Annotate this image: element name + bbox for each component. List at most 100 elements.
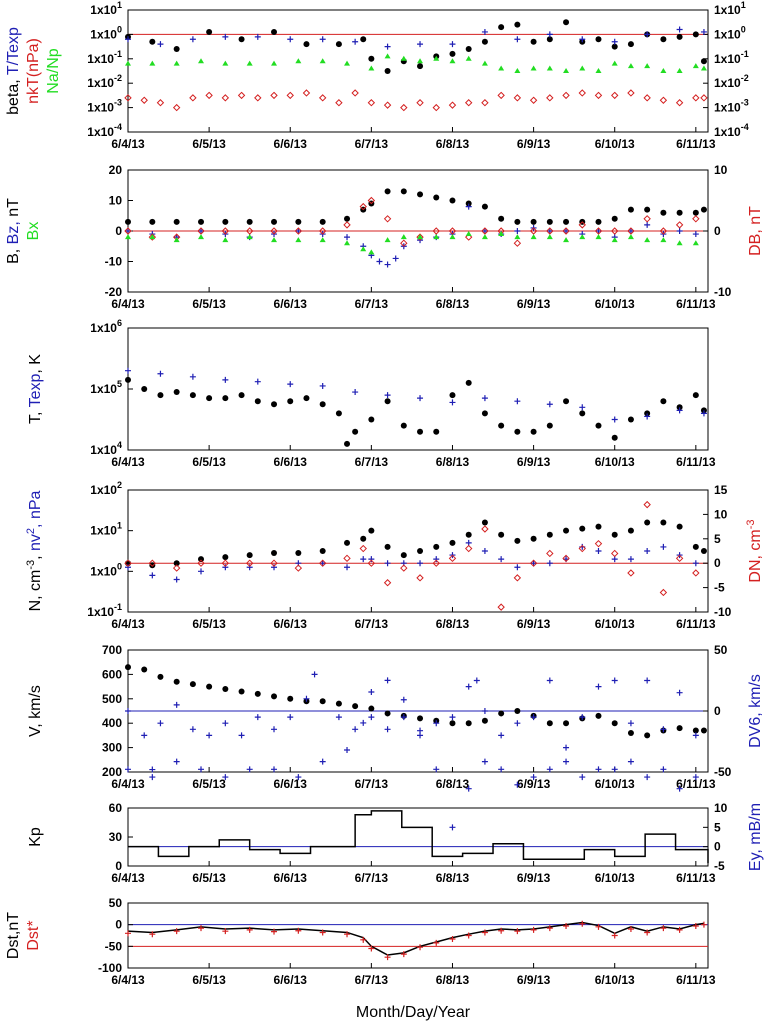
data-point <box>238 688 245 695</box>
data-point <box>627 89 635 97</box>
data-point <box>157 673 164 680</box>
data-point <box>400 552 407 559</box>
data-point <box>368 556 375 563</box>
data-point <box>514 21 521 28</box>
data-point <box>245 227 254 235</box>
data-point <box>222 218 229 225</box>
left-axis-title-part: B, <box>5 244 22 264</box>
x-date-label: 6/8/13 <box>436 137 470 151</box>
x-date-label: 6/4/13 <box>111 777 145 791</box>
data-point <box>675 99 684 107</box>
data-point <box>465 46 472 53</box>
data-point <box>344 440 351 447</box>
data-point <box>546 227 554 235</box>
data-point <box>473 677 480 684</box>
data-point <box>498 422 505 429</box>
right-tick-label: -5 <box>714 859 725 873</box>
right-tick-label: 10 <box>714 801 728 815</box>
x-date-label: 6/7/13 <box>355 137 389 151</box>
data-point <box>465 683 472 690</box>
left-tick-label-exp: 4 <box>117 440 122 450</box>
data-point <box>416 99 424 107</box>
data-point <box>529 96 538 104</box>
data-point <box>173 237 180 243</box>
left-tick-label: 1x10-2 <box>87 73 122 90</box>
x-date-label: 6/4/13 <box>111 871 145 885</box>
data-point <box>417 395 424 402</box>
data-point <box>221 559 230 567</box>
data-point <box>173 928 180 935</box>
data-point <box>287 714 294 721</box>
right-axis-title-part: DB, nT <box>747 206 764 256</box>
data-point <box>700 548 707 554</box>
right-tick-label: 1x10-3 <box>714 98 749 115</box>
data-point <box>254 714 261 721</box>
data-point <box>149 572 156 579</box>
data-point <box>644 413 651 420</box>
data-point <box>141 386 148 392</box>
data-point <box>563 228 570 234</box>
data-point <box>692 727 699 734</box>
data-point <box>303 41 310 48</box>
data-point <box>660 519 667 526</box>
data-point <box>149 562 156 569</box>
data-point <box>660 36 667 43</box>
x-date-label: 6/10/13 <box>595 297 635 311</box>
series <box>127 921 705 956</box>
data-point <box>530 38 537 45</box>
data-point <box>579 774 586 781</box>
data-point <box>149 38 156 45</box>
data-point <box>611 531 618 538</box>
data-point <box>303 395 310 402</box>
data-point <box>692 231 699 238</box>
data-point <box>449 50 456 57</box>
right-tick-label: 10 <box>714 507 728 521</box>
data-point <box>206 683 213 690</box>
data-point <box>700 65 707 71</box>
data-point <box>595 422 602 429</box>
data-point <box>644 732 651 739</box>
data-point <box>562 227 570 235</box>
x-date-label: 6/4/13 <box>111 455 145 469</box>
data-point <box>344 60 351 66</box>
data-point <box>643 500 651 509</box>
data-point <box>659 588 668 597</box>
data-point <box>611 766 618 773</box>
series <box>125 376 707 447</box>
data-point <box>514 228 521 234</box>
data-point <box>481 758 488 765</box>
left-axis-title-part: T/Texp <box>5 27 22 75</box>
data-point <box>481 929 488 936</box>
data-point <box>254 33 261 40</box>
left-axis-title: Dst,nT <box>5 912 22 959</box>
left-axis-title: N, cm-3, nv2, nPa <box>25 490 44 611</box>
data-point <box>319 218 326 225</box>
right-tick-label: 5 <box>714 532 721 546</box>
data-point <box>594 539 603 548</box>
left-tick-label-exp: 1 <box>117 521 122 531</box>
data-point <box>149 218 156 225</box>
data-point <box>481 60 488 66</box>
data-point <box>563 19 570 26</box>
right-tick-label: 0 <box>714 704 721 718</box>
data-point <box>368 249 375 255</box>
right-axis-title-part: DV6, km/s <box>747 674 764 748</box>
data-point <box>432 103 440 112</box>
data-point <box>676 209 683 216</box>
data-point <box>149 234 156 240</box>
left-tick-label: -100 <box>98 961 122 975</box>
x-date-label: 6/9/13 <box>517 777 551 791</box>
data-point <box>384 560 391 567</box>
data-point <box>125 930 131 937</box>
left-axis-title-part: -3 <box>25 560 37 570</box>
right-axis-title-part: DN, cm <box>747 529 764 582</box>
data-point <box>611 43 618 50</box>
left-tick-label-exp: -3 <box>114 98 122 108</box>
data-point <box>692 209 699 216</box>
data-point <box>206 395 213 402</box>
series <box>125 19 707 74</box>
right-tick-label: -50 <box>714 765 732 779</box>
data-point <box>692 569 700 577</box>
data-point <box>627 926 634 932</box>
left-axis-title-part: nv <box>27 534 44 551</box>
